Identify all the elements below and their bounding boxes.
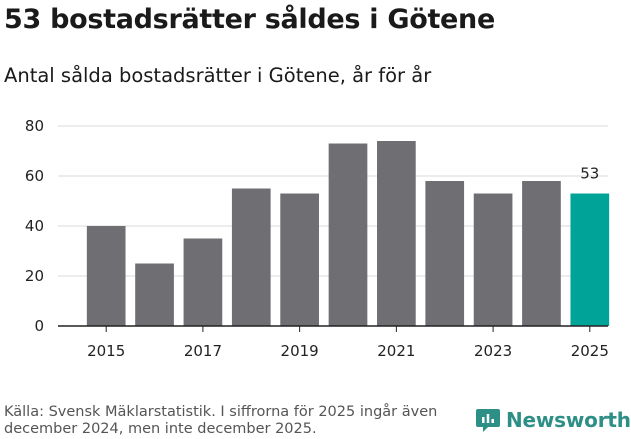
bar-2024 <box>522 181 561 326</box>
bar-2018 <box>231 188 271 326</box>
chart-title: 53 bostadsrätter såldes i Götene <box>4 4 495 35</box>
bar-2020 <box>328 143 368 326</box>
bar-2023 <box>473 193 513 326</box>
data-labels: 53 <box>580 165 599 183</box>
newsworthy-logo-icon <box>476 409 500 432</box>
y-tick-label: 0 <box>34 317 44 335</box>
bar-chart: 0 20 40 60 80 2015 2017 2019 2021 2023 2025 53 <box>25 117 610 360</box>
brand-logo: Newsworthy <box>476 407 631 433</box>
bar-2022 <box>425 181 465 326</box>
bar-2015 <box>86 226 126 326</box>
y-tick-label: 40 <box>25 217 44 235</box>
highlight-data-label: 53 <box>580 165 599 183</box>
y-tick-label: 60 <box>25 167 44 185</box>
bar-2016 <box>135 263 174 326</box>
x-tick-label: 2021 <box>377 342 415 360</box>
x-axis-labels: 2015 2017 2019 2021 2023 2025 <box>87 342 609 360</box>
bar-2025 <box>570 193 610 326</box>
bar-2019 <box>280 193 319 326</box>
brand-name: Newsworthy <box>506 408 631 432</box>
x-tick-label: 2017 <box>184 342 222 360</box>
bar-2017 <box>183 238 223 326</box>
x-tick-label: 2025 <box>571 342 609 360</box>
y-tick-label: 80 <box>25 117 44 135</box>
y-axis-labels: 0 20 40 60 80 <box>25 117 44 335</box>
chart-subtitle: Antal sålda bostadsrätter i Götene, år f… <box>4 64 432 87</box>
x-tick-label: 2023 <box>474 342 512 360</box>
bars <box>86 141 610 326</box>
source-note: Källa: Svensk Mäklarstatistik. I siffror… <box>4 404 438 437</box>
bar-2021 <box>377 141 416 326</box>
y-tick-label: 20 <box>25 267 44 285</box>
x-tick-label: 2019 <box>281 342 319 360</box>
x-axis <box>58 325 608 332</box>
x-tick-label: 2015 <box>87 342 125 360</box>
